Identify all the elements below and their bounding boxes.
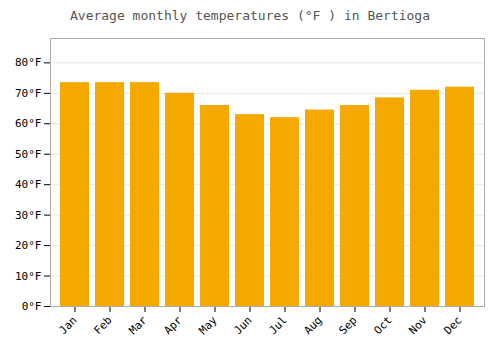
svg-text:Nov: Nov: [406, 313, 430, 337]
svg-text:20°F: 20°F: [15, 239, 42, 252]
svg-text:50°F: 50°F: [15, 148, 42, 161]
svg-text:Jun: Jun: [231, 314, 254, 337]
svg-text:80°F: 80°F: [15, 56, 42, 69]
svg-text:Apr: Apr: [161, 313, 185, 337]
svg-text:60°F: 60°F: [15, 117, 42, 130]
svg-text:70°F: 70°F: [15, 87, 42, 100]
svg-text:Dec: Dec: [441, 314, 464, 337]
svg-text:Mar: Mar: [126, 313, 150, 337]
svg-text:Aug: Aug: [301, 314, 324, 337]
svg-text:May: May: [196, 313, 220, 337]
svg-text:Oct: Oct: [371, 314, 394, 337]
svg-text:Sep: Sep: [336, 314, 359, 337]
svg-text:40°F: 40°F: [15, 178, 42, 191]
svg-text:0°F: 0°F: [22, 300, 42, 313]
svg-text:10°F: 10°F: [15, 270, 42, 283]
html-text:Average monthly temperatures (: Average monthly temperatures (°F ) in Be…: [70, 8, 430, 23]
svg-text:Feb: Feb: [91, 314, 114, 337]
svg-text:Jan: Jan: [56, 314, 79, 337]
svg-text:Jul: Jul: [266, 314, 289, 337]
svg-text:30°F: 30°F: [15, 209, 42, 222]
